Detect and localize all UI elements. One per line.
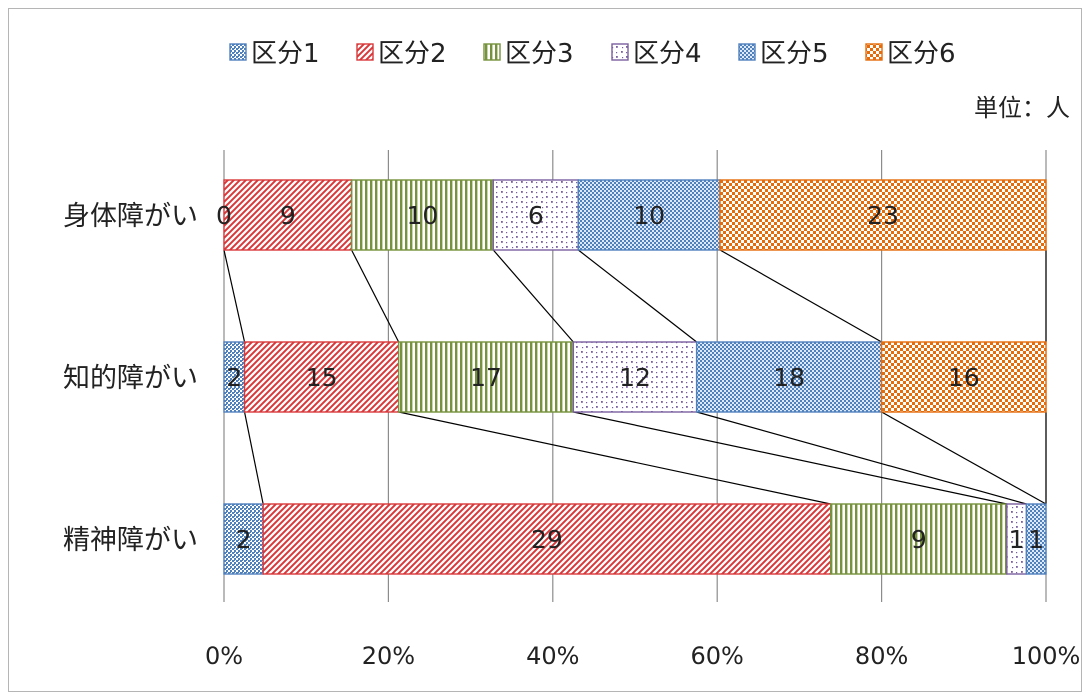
unit-label: 単位：人 — [974, 94, 1070, 122]
series-line — [243, 411, 264, 505]
data-label: 6 — [528, 201, 544, 230]
bar-segment — [262, 503, 832, 575]
data-label: 16 — [948, 363, 980, 392]
legend-swatch — [611, 43, 629, 61]
bar-segment — [880, 341, 1047, 413]
bar-segment — [572, 341, 698, 413]
data-label: 2 — [226, 363, 242, 392]
series-line — [719, 249, 882, 343]
bar-segment — [695, 341, 883, 413]
bar-segment — [350, 179, 494, 251]
legend-label: 区分6 — [887, 39, 956, 69]
data-label: 17 — [470, 363, 502, 392]
data-label: 29 — [531, 525, 563, 554]
data-label: 10 — [633, 201, 665, 230]
x-tick-label: 0% — [205, 642, 243, 670]
data-label: 15 — [306, 363, 338, 392]
data-label: 23 — [867, 201, 899, 230]
legend-swatch — [229, 43, 247, 61]
series-line — [223, 249, 246, 343]
legend-item: 区分4 — [611, 39, 702, 69]
legend-item: 区分1 — [229, 39, 320, 69]
legend-label: 区分4 — [633, 39, 702, 69]
data-label: 1 — [1028, 525, 1044, 554]
legend-label: 区分1 — [251, 39, 320, 69]
category-label: 精神障がい — [63, 525, 198, 556]
legend-item: 区分2 — [356, 39, 447, 69]
series-line — [577, 249, 698, 343]
bars — [223, 179, 1047, 575]
x-tick-label: 40% — [526, 642, 579, 670]
bar-segment — [830, 503, 1008, 575]
data-label: 10 — [407, 201, 439, 230]
x-tick-label: 60% — [691, 642, 744, 670]
bar-segment — [223, 503, 264, 575]
bar-segment — [1025, 503, 1047, 575]
x-tick-label: 100% — [1012, 642, 1081, 670]
legend: 区分1 区分2 区分3 区分4 区分5 区分6 — [229, 39, 956, 69]
legend-swatch — [738, 43, 756, 61]
legend-item: 区分5 — [738, 39, 829, 69]
data-label: 12 — [619, 363, 651, 392]
legend-label: 区分2 — [378, 39, 447, 69]
legend-item: 区分6 — [865, 39, 956, 69]
bar-segment — [397, 341, 575, 413]
data-label: 0 — [216, 201, 232, 230]
data-labels: 0 9 10 6 10 23 2 15 17 12 18 16 2 29 9 1 1 — [216, 201, 1044, 554]
bar-segment — [719, 179, 1047, 251]
category-label: 知的障がい — [63, 363, 198, 394]
legend-swatch — [483, 43, 501, 61]
x-tick-label: 80% — [855, 642, 908, 670]
series-line — [573, 411, 1007, 505]
bar-segment — [492, 179, 580, 251]
legend-label: 区分3 — [505, 39, 574, 69]
category-label: 身体障がい — [63, 201, 198, 232]
data-label: 9 — [911, 525, 927, 554]
bar-segment — [223, 179, 353, 251]
data-label: 2 — [236, 525, 252, 554]
legend-item: 区分3 — [483, 39, 574, 69]
data-label: 18 — [773, 363, 805, 392]
series-line — [492, 249, 574, 343]
series-line — [398, 411, 831, 505]
series-line — [881, 411, 1047, 505]
series-connector-lines — [223, 249, 1047, 505]
series-line — [351, 249, 400, 343]
legend-swatch — [865, 43, 883, 61]
x-tick-label: 20% — [362, 642, 415, 670]
legend-swatch — [356, 43, 374, 61]
data-label: 1 — [1009, 525, 1025, 554]
series-line — [696, 411, 1027, 505]
data-label: 9 — [280, 201, 296, 230]
legend-label: 区分5 — [760, 39, 829, 69]
